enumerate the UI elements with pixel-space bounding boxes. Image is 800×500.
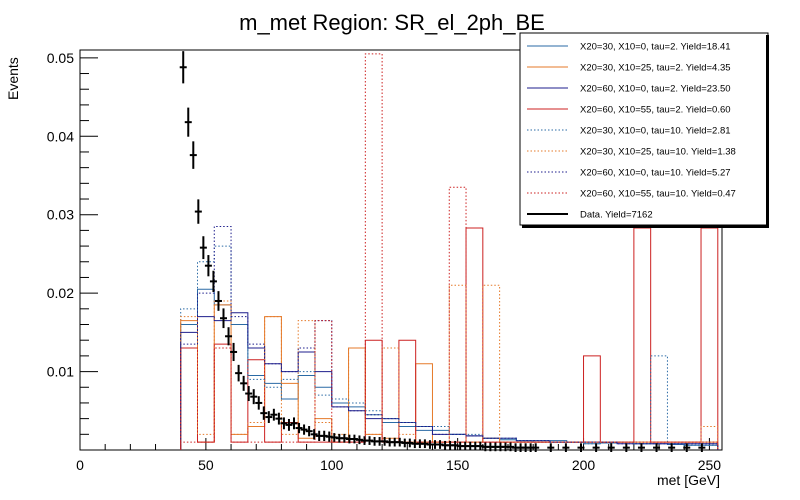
data-point [275,412,283,425]
y-axis-label: Events [5,57,21,100]
data-point [235,364,243,382]
data-point [250,389,258,405]
data-point [214,291,222,311]
data-point [240,375,248,391]
x-tick-label: 0 [76,457,84,473]
x-axis-label: met [GeV] [657,472,720,488]
data-point [295,422,303,434]
data-points [179,51,706,452]
legend-entry-label: X20=30, X10=0, tau=10. Yield=2.81 [580,126,731,137]
legend-box [519,32,769,226]
data-point [668,443,676,452]
data-point [179,51,187,84]
data-point [637,443,645,452]
y-tick-label: 0.01 [47,364,74,380]
data-point [184,107,192,137]
data-point [310,429,318,440]
data-point [225,327,233,346]
histogram-series-7 [180,225,719,450]
legend-entry-label: X20=60, X10=55, tau=2. Yield=0.60 [580,105,731,116]
legend-entry-label: X20=30, X10=25, tau=2. Yield=4.35 [580,63,731,74]
x-tick-label: 200 [572,457,596,473]
x-tick-label: 150 [446,457,470,473]
data-point [255,396,263,410]
data-point [607,443,615,452]
data-point [260,406,268,420]
chart-title: m_met Region: SR_el_2ph_BE [239,10,545,35]
legend-shadow-right [766,35,769,228]
data-point [290,417,298,430]
data-point [698,443,706,452]
data-point [562,443,570,452]
y-tick-label: 0.04 [47,128,74,144]
data-point [194,199,202,224]
data-point [653,443,661,452]
legend-entry-label: Data. Yield=7162 [580,210,653,221]
data-point [230,342,238,362]
data-point [592,443,600,452]
histogram-series-8 [180,53,719,450]
data-point [622,443,630,452]
data-point [532,443,540,452]
legend-entry-label: X20=60, X10=0, tau=2. Yield=23.50 [580,84,731,95]
data-point [220,308,228,329]
data-point [285,418,293,431]
data-point [265,411,273,423]
data-point [270,408,278,421]
data-point [547,443,555,452]
data-point [245,386,253,402]
legend-entry-label: X20=30, X10=0, tau=2. Yield=18.41 [580,42,731,53]
y-tick-label: 0.02 [47,285,74,301]
legend-shadow [522,225,768,228]
data-point [305,426,313,437]
data-point [209,270,217,292]
y-tick-label: 0.05 [47,50,74,66]
x-tick-label: 100 [320,457,344,473]
plot-frame [79,49,723,451]
legend: X20=30, X10=0, tau=2. Yield=18.41 X20=30,… [519,32,769,228]
legend-entry-label: X20=60, X10=55, tau=10. Yield=0.47 [580,189,736,200]
data-point [577,443,585,452]
data-point [199,236,207,260]
y-tick-label: 0.03 [47,207,74,223]
legend-entry-label: X20=30, X10=25, tau=10. Yield=1.38 [580,147,736,158]
data-point [189,141,197,169]
data-point [280,417,288,430]
data-point [683,443,691,452]
data-point [204,255,212,277]
legend-entry-label: X20=60, X10=0, tau=10. Yield=5.27 [580,168,731,179]
data-point [300,424,308,435]
x-tick-label: 50 [198,457,214,473]
x-tick-label: 250 [698,457,722,473]
